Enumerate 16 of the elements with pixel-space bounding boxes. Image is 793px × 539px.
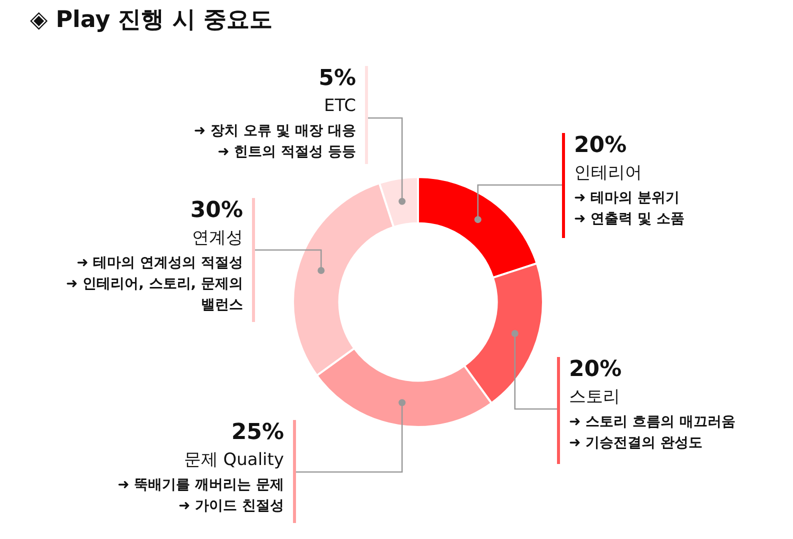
slice-label: 문제 Quality <box>182 450 284 471</box>
text: ➜ 장치 오류 및 매장 대응 ➜ 힌트의 적절성 등등 <box>194 122 356 162</box>
text: ➜ 뚝배기를 깨버리는 문제 ➜ 가이드 친절성 <box>118 476 284 516</box>
data-label: 30% <box>189 198 243 224</box>
data-label: 25% <box>230 420 284 446</box>
data-label: 20% <box>569 357 623 384</box>
data-label: 20% <box>574 133 628 160</box>
data-label: 5% <box>318 66 356 92</box>
slice-label: ETC <box>323 96 356 117</box>
slice-label: 스토리 <box>569 387 621 408</box>
text: ➜ 스토리 흐름의 매끄러움 ➜ 기승전결의 완성도 <box>569 412 736 453</box>
text: ➜ 테마의 분위기 ➜ 연출력 및 소품 <box>574 188 684 229</box>
slice-label: 인테리어 <box>574 163 643 184</box>
text: ➜ 테마의 연계성의 적절성 ➜ 인테리어, 스토리, 문제의 밸런스 <box>66 254 243 315</box>
chart-title: ◈ Play 진행 시 중요도 <box>30 6 272 35</box>
slice-label: 연계성 <box>191 228 243 249</box>
